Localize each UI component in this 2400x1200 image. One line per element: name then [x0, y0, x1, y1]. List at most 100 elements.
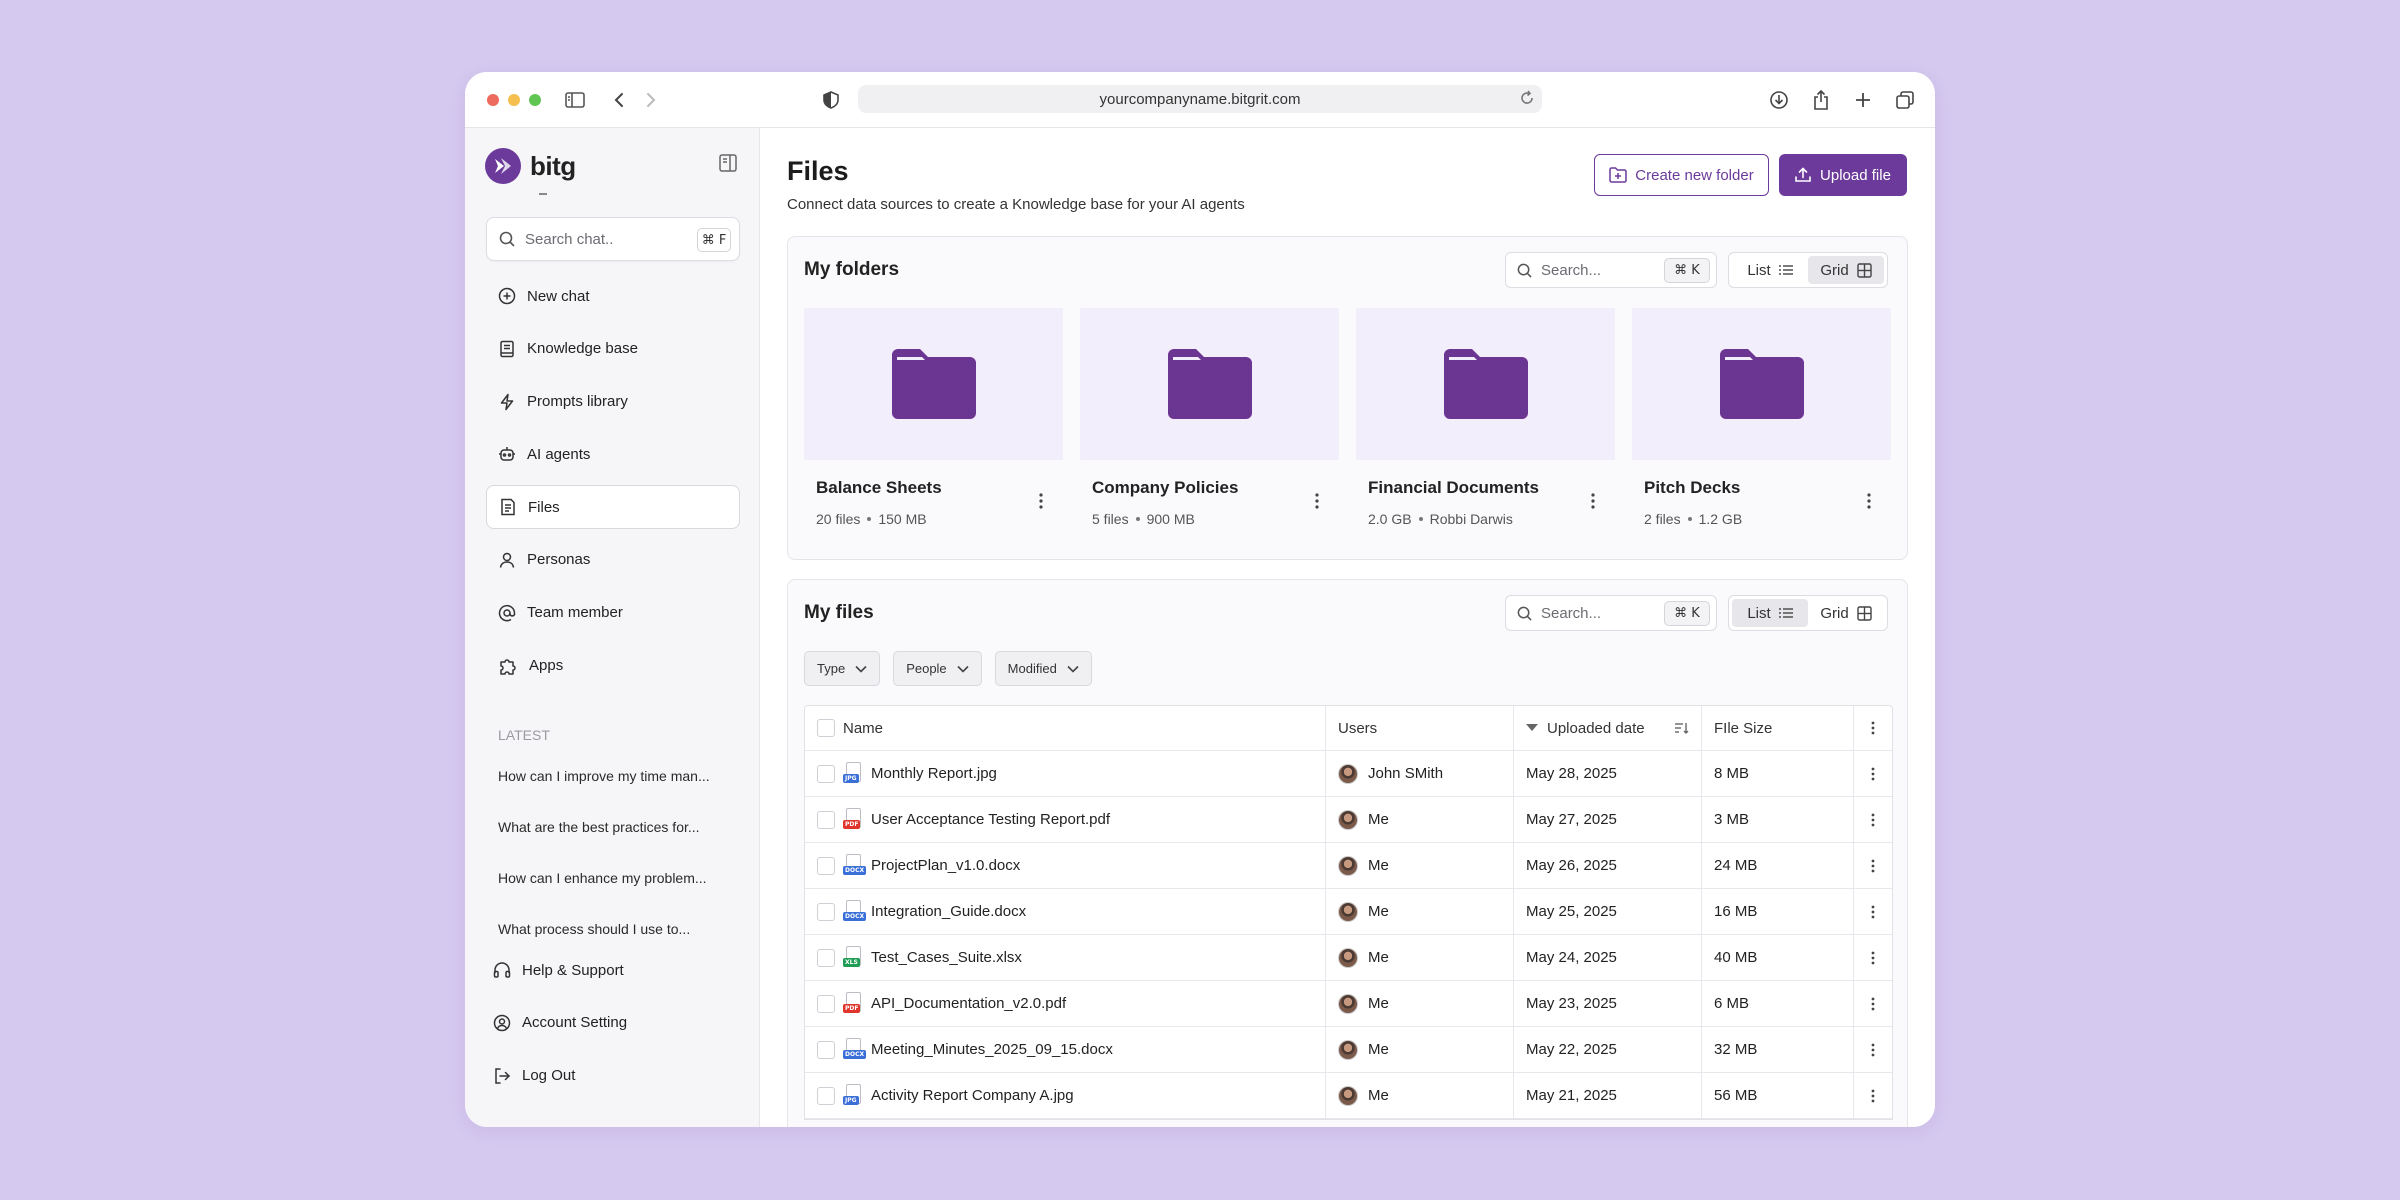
sidebar-item-files[interactable]: Files: [486, 485, 740, 530]
row-actions[interactable]: [1854, 981, 1892, 1026]
folder-card[interactable]: Pitch Decks 2 files 1.2 GB: [1632, 308, 1891, 538]
sort-options-icon[interactable]: [1675, 722, 1689, 734]
sidebar-item-personas[interactable]: Personas: [486, 538, 740, 582]
list-view-button[interactable]: List: [1732, 599, 1808, 627]
privacy-shield-icon[interactable]: [817, 86, 845, 114]
column-file-size[interactable]: FIle Size: [1702, 706, 1854, 750]
files-title: My files: [804, 602, 874, 623]
filter-type[interactable]: Type: [804, 651, 881, 686]
more-options-icon[interactable]: [1039, 493, 1043, 514]
filter-modified[interactable]: Modified: [994, 651, 1092, 686]
recent-chat-item[interactable]: How can I improve my time man...: [498, 768, 710, 784]
more-options-icon[interactable]: [1315, 493, 1319, 514]
row-actions[interactable]: [1854, 889, 1892, 934]
more-options-icon[interactable]: [1591, 493, 1595, 514]
list-view-label: List: [1747, 604, 1771, 622]
file-name-cell[interactable]: DOCX Meeting_Minutes_2025_09_15.docx: [805, 1027, 1326, 1072]
files-search-input[interactable]: Search... ⌘ K: [1505, 595, 1717, 631]
file-name-cell[interactable]: PDF User Acceptance Testing Report.pdf: [805, 797, 1326, 842]
plus-circle-icon: [498, 287, 516, 305]
row-actions[interactable]: [1854, 1073, 1892, 1118]
table-row[interactable]: DOCX Integration_Guide.docx Me May 25, 2…: [805, 889, 1892, 935]
sidebar-item-account-setting[interactable]: Account Setting: [486, 1001, 740, 1045]
row-checkbox[interactable]: [817, 994, 835, 1013]
recent-chat-item[interactable]: What process should I use to...: [498, 921, 691, 937]
more-options-icon[interactable]: [1867, 493, 1871, 514]
sidebar-item-apps[interactable]: Apps: [486, 644, 740, 688]
row-actions[interactable]: [1854, 797, 1892, 842]
table-row[interactable]: XLS Test_Cases_Suite.xlsx Me May 24, 202…: [805, 935, 1892, 981]
table-row[interactable]: DOCX Meeting_Minutes_2025_09_15.docx Me …: [805, 1027, 1892, 1073]
sidebar-item-new-chat[interactable]: New chat: [486, 274, 740, 318]
sidebar-item-knowledge-base[interactable]: Knowledge base: [486, 327, 740, 371]
maximize-window-button[interactable]: [529, 94, 541, 106]
file-type-icon: DOCX: [843, 853, 867, 878]
file-name-cell[interactable]: JPG Activity Report Company A.jpg: [805, 1073, 1326, 1118]
sidebar-item-log-out[interactable]: Log Out: [486, 1054, 740, 1098]
row-actions[interactable]: [1854, 843, 1892, 888]
sidebar-item-ai-agents[interactable]: AI agents: [486, 432, 740, 476]
folder-card[interactable]: Company Policies 5 files 900 MB: [1080, 308, 1339, 538]
file-name-cell[interactable]: PDF API_Documentation_v2.0.pdf: [805, 981, 1326, 1026]
file-user-cell: Me: [1326, 1073, 1514, 1118]
sidebar-item-prompts-library[interactable]: Prompts library: [486, 380, 740, 424]
reload-icon[interactable]: [1520, 90, 1534, 110]
list-view-button[interactable]: List: [1732, 256, 1808, 284]
row-checkbox[interactable]: [817, 1086, 835, 1105]
sidebar-item-team-member[interactable]: Team member: [486, 591, 740, 635]
file-name-cell[interactable]: DOCX ProjectPlan_v1.0.docx: [805, 843, 1326, 888]
column-actions[interactable]: [1854, 706, 1892, 750]
table-row[interactable]: PDF User Acceptance Testing Report.pdf M…: [805, 797, 1892, 843]
download-icon[interactable]: [1765, 86, 1793, 114]
table-row[interactable]: PDF API_Documentation_v2.0.pdf Me May 23…: [805, 981, 1892, 1027]
back-icon[interactable]: [605, 86, 633, 114]
tabs-overview-icon[interactable]: [1891, 86, 1919, 114]
sidebar-item-help-support[interactable]: Help & Support: [486, 948, 740, 992]
row-checkbox[interactable]: [817, 810, 835, 829]
upload-file-button[interactable]: Upload file: [1779, 154, 1907, 196]
grid-view-button[interactable]: Grid: [1808, 599, 1884, 627]
column-uploaded-date[interactable]: Uploaded date: [1514, 706, 1702, 750]
more-options-icon: [1871, 997, 1875, 1010]
row-checkbox[interactable]: [817, 948, 835, 967]
row-checkbox[interactable]: [817, 1040, 835, 1059]
sidebar: bitg Search chat.. ⌘ F New chat Knowledg…: [465, 128, 760, 1127]
row-actions[interactable]: [1854, 1027, 1892, 1072]
share-icon[interactable]: [1807, 86, 1835, 114]
file-name-cell[interactable]: XLS Test_Cases_Suite.xlsx: [805, 935, 1326, 980]
new-tab-icon[interactable]: [1849, 86, 1877, 114]
file-name-cell[interactable]: JPG Monthly Report.jpg: [805, 751, 1326, 796]
sidebar-toggle-icon[interactable]: [561, 86, 589, 114]
table-row[interactable]: JPG Monthly Report.jpg John SMith May 28…: [805, 751, 1892, 797]
folders-search-input[interactable]: Search... ⌘ K: [1505, 252, 1717, 288]
row-checkbox[interactable]: [817, 902, 835, 921]
folder-thumbnail: [1356, 308, 1615, 460]
folder-card[interactable]: Balance Sheets 20 files 150 MB: [804, 308, 1063, 538]
table-row[interactable]: DOCX ProjectPlan_v1.0.docx Me May 26, 20…: [805, 843, 1892, 889]
folder-card[interactable]: Financial Documents 2.0 GB Robbi Darwis: [1356, 308, 1615, 538]
create-folder-button[interactable]: Create new folder: [1594, 154, 1769, 196]
filter-people[interactable]: People: [893, 651, 982, 686]
select-all-checkbox[interactable]: [817, 719, 835, 737]
chat-search-input[interactable]: Search chat.. ⌘ F: [486, 217, 740, 261]
forward-icon[interactable]: [637, 86, 665, 114]
avatar: [1338, 1085, 1358, 1106]
table-row[interactable]: JPG Activity Report Company A.jpg Me May…: [805, 1073, 1892, 1119]
create-folder-label: Create new folder: [1635, 166, 1754, 184]
grid-view-button[interactable]: Grid: [1808, 256, 1884, 284]
close-window-button[interactable]: [487, 94, 499, 106]
minimize-window-button[interactable]: [508, 94, 520, 106]
file-size-cell: 32 MB: [1702, 1027, 1854, 1072]
column-users[interactable]: Users: [1326, 706, 1514, 750]
row-checkbox[interactable]: [817, 856, 835, 875]
recent-chat-item[interactable]: How can I enhance my problem...: [498, 870, 707, 886]
row-actions[interactable]: [1854, 935, 1892, 980]
row-checkbox[interactable]: [817, 764, 835, 783]
recent-chat-item[interactable]: What are the best practices for...: [498, 819, 700, 835]
brand[interactable]: bitg: [485, 148, 576, 184]
collapse-sidebar-icon[interactable]: [719, 154, 737, 177]
row-actions[interactable]: [1854, 751, 1892, 796]
file-name-cell[interactable]: DOCX Integration_Guide.docx: [805, 889, 1326, 934]
column-name[interactable]: Name: [805, 706, 1326, 750]
address-bar[interactable]: yourcompanyname.bitgrit.com: [858, 85, 1542, 113]
